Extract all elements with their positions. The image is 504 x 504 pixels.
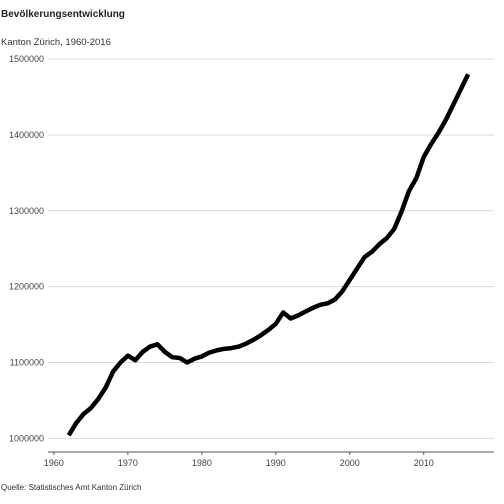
y-tick-label: 1500000	[9, 54, 44, 64]
x-tick-label: 1960	[44, 458, 64, 468]
y-axis: 1000000 1100000 1200000 1300000 1400000 15000…	[9, 54, 44, 443]
y-tick-label: 1300000	[9, 206, 44, 216]
chart-subtitle: Kanton Zürich, 1960-2016	[1, 37, 111, 48]
chart-source-caption: Quelle: Statistisches Amt Kanton Zürich	[1, 483, 142, 492]
x-tick-label: 2010	[414, 458, 434, 468]
gridlines	[48, 58, 494, 439]
y-tick-label: 1000000	[9, 433, 44, 443]
chart-title: Bevölkerungsentwicklung	[1, 9, 125, 20]
x-tick-label: 1970	[118, 458, 138, 468]
y-tick-label: 1400000	[9, 130, 44, 140]
y-tick-label: 1100000	[10, 357, 44, 367]
population-line	[66, 73, 471, 437]
y-tick-label: 1200000	[9, 282, 44, 292]
x-tick-label: 1980	[192, 458, 212, 468]
x-tick-label: 2000	[340, 458, 360, 468]
x-tick-label: 1990	[266, 458, 286, 468]
x-axis: 1960 1970 1980 1990 2000 2010	[44, 451, 494, 468]
series-group	[66, 73, 471, 437]
